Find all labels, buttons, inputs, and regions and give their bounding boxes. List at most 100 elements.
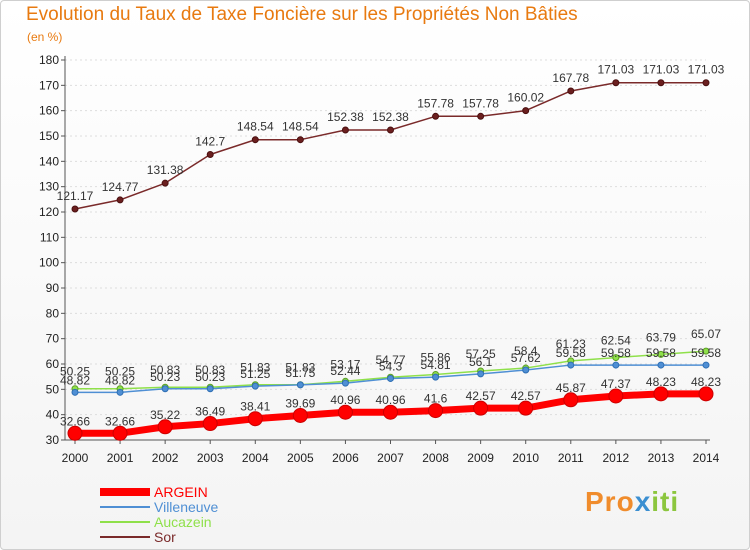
point-argein: [653, 386, 669, 402]
data-label-sor: 160.02: [507, 91, 544, 105]
logo-part-pr: Pr: [585, 486, 617, 517]
point-sor: [71, 205, 79, 213]
point-sor: [387, 126, 394, 134]
data-label-argein: 48.23: [691, 375, 721, 389]
data-label-sor: 171.03: [643, 63, 680, 77]
data-label-argein: 38.41: [240, 400, 270, 414]
data-label-argein: 39.69: [285, 396, 315, 410]
x-tick-label: 2010: [512, 451, 539, 465]
y-axis-unit-label: (en %): [27, 30, 63, 44]
axes-layer: 30 40 50 60 70 80 90 100 110 120 130 140 150 160 170 18…: [39, 53, 720, 465]
data-label-sor: 171.03: [598, 63, 635, 77]
y-tick-label: 90: [46, 281, 60, 295]
point-aucazein: [702, 347, 710, 355]
data-label-villeneuve: 57.62: [511, 351, 541, 365]
data-label-villeneuve: 59.58: [646, 346, 676, 360]
point-villeneuve: [71, 388, 79, 396]
x-tick-label: 2000: [62, 451, 89, 465]
point-argein: [608, 388, 624, 404]
data-label-villeneuve: 59.58: [556, 346, 586, 360]
x-tick-label: 2012: [603, 451, 630, 465]
point-villeneuve: [567, 361, 575, 369]
point-sor: [116, 196, 124, 204]
data-label-aucazein: 50.83: [150, 363, 180, 377]
point-argein: [292, 407, 308, 423]
point-villeneuve: [341, 379, 349, 387]
legend-label-villeneuve: Villeneuve: [154, 499, 219, 515]
point-villeneuve: [206, 385, 214, 393]
point-villeneuve: [116, 388, 124, 396]
data-label-sor: 157.78: [462, 96, 499, 110]
point-sor: [477, 112, 485, 120]
point-sor: [522, 107, 530, 115]
y-tick-label: 170: [39, 78, 59, 92]
logo-part-x: x: [634, 486, 652, 517]
series-villeneuve: [71, 361, 710, 396]
point-villeneuve: [522, 366, 530, 374]
data-label-sor: 167.78: [552, 71, 589, 85]
data-label-villeneuve: 59.58: [601, 346, 631, 360]
data-label-villeneuve: 56.1: [469, 355, 493, 369]
legend-label-argein: ARGEIN: [154, 484, 208, 500]
data-label-aucazein: 50.83: [195, 363, 225, 377]
x-tick-label: 2009: [467, 451, 494, 465]
data-label-sor: 152.38: [372, 110, 409, 124]
point-argein: [563, 392, 579, 408]
point-sor: [702, 79, 710, 87]
data-label-argein: 42.57: [466, 389, 496, 403]
data-label-sor: 131.38: [147, 163, 184, 177]
point-argein: [112, 425, 128, 441]
data-label-villeneuve: 54.81: [421, 358, 451, 372]
legend-label-aucazein: Aucazein: [154, 514, 212, 530]
data-label-argein: 45.87: [556, 381, 586, 395]
point-aucazein: [657, 350, 665, 358]
point-argein: [518, 400, 534, 416]
data-label-argein: 48.23: [646, 375, 676, 389]
point-sor: [612, 79, 620, 87]
point-argein: [67, 425, 83, 441]
data-label-argein: 40.96: [375, 393, 405, 407]
series-sor: [71, 79, 710, 213]
point-argein: [383, 404, 398, 420]
data-label-villeneuve: 51.25: [240, 367, 270, 381]
y-tick-label: 140: [39, 154, 59, 168]
y-tick-label: 50: [46, 382, 60, 396]
proxiti-logo: Proxiti: [585, 486, 679, 518]
data-label-sor: 121.17: [57, 189, 94, 203]
data-label-aucazein: 62.54: [601, 334, 631, 348]
point-argein: [428, 403, 444, 419]
point-sor: [296, 136, 304, 144]
point-argein: [473, 400, 489, 416]
data-label-sor: 142.7: [195, 134, 225, 148]
series-layer: [67, 79, 714, 441]
point-sor: [341, 126, 349, 134]
data-label-aucazein: 54.77: [375, 353, 405, 367]
x-tick-label: 2007: [377, 451, 404, 465]
data-label-argein: 32.66: [105, 414, 135, 428]
point-aucazein: [612, 354, 620, 362]
logo-part-o: o: [616, 486, 635, 517]
data-label-argein: 35.22: [150, 408, 180, 422]
y-tick-label: 160: [39, 104, 59, 118]
data-label-sor: 124.77: [102, 180, 139, 194]
data-label-argein: 40.96: [330, 393, 360, 407]
point-argein: [337, 404, 353, 420]
point-argein: [247, 411, 263, 427]
point-villeneuve: [161, 385, 169, 393]
grid-layer: [65, 59, 706, 441]
series-line-sor: [74, 81, 706, 210]
y-tick-label: 100: [39, 256, 59, 270]
point-sor: [161, 179, 169, 187]
x-tick-label: 2011: [558, 451, 584, 465]
data-label-aucazein: 50.25: [105, 365, 135, 379]
y-tick-label: 120: [39, 205, 59, 219]
data-label-aucazein: 53.17: [330, 357, 360, 371]
point-sor: [657, 79, 665, 87]
data-label-aucazein: 65.07: [691, 327, 721, 341]
data-label-aucazein: 51.83: [240, 361, 270, 375]
point-argein: [202, 416, 218, 432]
data-label-argein: 32.66: [60, 414, 90, 428]
point-villeneuve: [387, 374, 394, 382]
